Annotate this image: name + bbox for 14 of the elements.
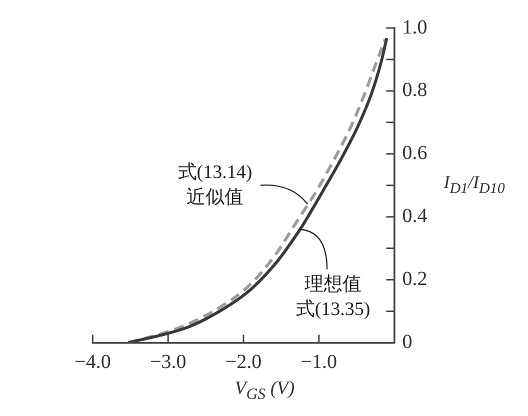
y-tick-label: 0.8 — [402, 79, 428, 102]
annotation: 式(13.14)近似值 — [178, 161, 252, 210]
y-tick-label: 0 — [402, 330, 412, 353]
x-axis-title: V$_{GS}$ (V) — [234, 378, 295, 404]
x-tick-label: −2.0 — [225, 350, 262, 373]
y-tick-label: 0.2 — [402, 268, 428, 290]
y-tick-label: 0.6 — [402, 142, 428, 164]
annotation: 理想值式(13.35) — [296, 273, 370, 322]
x-tick-label: −4.0 — [74, 350, 111, 373]
y-axis-title: I$_{D1}$/I$_{D10}$ — [444, 172, 505, 198]
y-tick-label: 1.0 — [402, 16, 428, 38]
y-tick-label: 0.4 — [402, 205, 428, 228]
x-tick-label: −3.0 — [150, 350, 186, 373]
x-tick-label: −1.0 — [300, 350, 338, 373]
